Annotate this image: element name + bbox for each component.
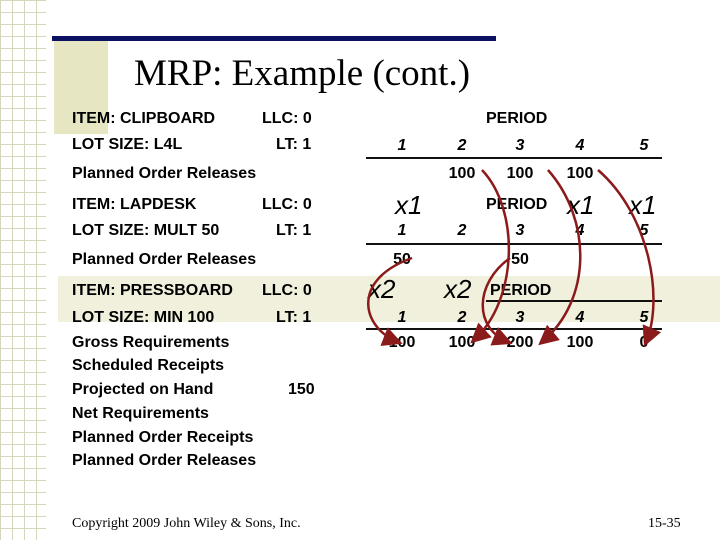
copyright-footer: Copyright 2009 John Wiley & Sons, Inc. [72, 516, 301, 531]
lapdesk-lot-label: LOT SIZE: MULT 50 [72, 222, 220, 239]
pressboard-header-rule [366, 328, 662, 330]
clipboard-lot-label: LOT SIZE: L4L [72, 136, 183, 153]
pressboard-lot-label: LOT SIZE: MIN 100 [72, 309, 215, 326]
clipboard-period-4: 4 [575, 137, 585, 154]
clipboard-lt-label: LT: 1 [276, 136, 312, 153]
clipboard-release-p3: 100 [506, 165, 534, 182]
pressboard-period-rule [486, 300, 662, 302]
gross-requirements-p2: 100 [448, 334, 476, 351]
clipboard-header-rule [366, 157, 662, 159]
lapdesk-item-label: ITEM: LAPDESK [72, 196, 197, 213]
clipboard-period-3: 3 [515, 137, 525, 154]
lapdesk-release-p3: 50 [511, 251, 529, 268]
arrow-clipboard-p4-to-gross-p5 [597, 169, 662, 347]
gross-requirements-p3: 200 [506, 334, 534, 351]
net-requirements-label: Net Requirements [72, 405, 209, 422]
arrow-lapdesk-p3-to-gross-p3 [481, 256, 513, 346]
page-number: 15-35 [648, 516, 681, 531]
pressboard-llc-label: LLC: 0 [262, 282, 312, 299]
clipboard-period-2: 2 [457, 137, 467, 154]
scheduled-receipts-label: Scheduled Receipts [72, 357, 225, 374]
lapdesk-llc-label: LLC: 0 [262, 196, 312, 213]
lapdesk-period-4: 4 [575, 222, 585, 239]
multiplier-pressboard-p2: x2 [444, 274, 472, 304]
lapdesk-period-1: 1 [397, 222, 407, 239]
background-grid [0, 0, 46, 540]
slide-title: MRP: Example (cont.) [134, 53, 471, 94]
clipboard-period-1: 1 [397, 137, 407, 154]
lapdesk-period-5: 5 [639, 222, 649, 239]
clipboard-release-p4: 100 [566, 165, 594, 182]
pressboard-period-4: 4 [575, 309, 585, 326]
pressboard-period-5: 5 [639, 309, 649, 326]
lapdesk-row-label: Planned Order Releases [72, 251, 257, 268]
clipboard-period-5: 5 [639, 137, 649, 154]
lapdesk-header-rule [366, 243, 662, 245]
clipboard-row-label: Planned Order Releases [72, 165, 257, 182]
pressboard-highlight-band [58, 276, 720, 322]
projected-on-hand-label: Projected on Hand [72, 381, 214, 398]
clipboard-release-p2: 100 [448, 165, 476, 182]
title-accent-box [54, 38, 108, 134]
arrow-clipboard-p3-to-gross-p4 [538, 169, 582, 346]
multiplier-lapdesk-p1: x1 [395, 190, 423, 220]
clipboard-period-label: PERIOD [486, 110, 548, 127]
lapdesk-period-2: 2 [457, 222, 467, 239]
projected-on-hand-initial: 150 [288, 381, 315, 398]
planned-order-receipts-label: Planned Order Receipts [72, 429, 254, 446]
pressboard-item-label: ITEM: PRESSBOARD [72, 282, 233, 299]
gross-requirements-label: Gross Requirements [72, 334, 230, 351]
pressboard-period-1: 1 [397, 309, 407, 326]
clipboard-item-label: ITEM: CLIPBOARD [72, 110, 216, 127]
title-bar [52, 36, 496, 41]
lapdesk-period-3: 3 [515, 222, 525, 239]
lapdesk-lt-label: LT: 1 [276, 222, 312, 239]
planned-order-releases-label: Planned Order Releases [72, 452, 257, 469]
clipboard-llc-label: LLC: 0 [262, 110, 312, 127]
arrow-lapdesk-p1-to-gross-p1 [367, 256, 413, 346]
multiplier-lapdesk-p4: x1 [567, 190, 595, 220]
pressboard-period-3: 3 [515, 309, 525, 326]
arrow-clipboard-p2-to-gross-p3 [470, 169, 511, 344]
gross-requirements-p4: 100 [566, 334, 594, 351]
pressboard-period-2: 2 [457, 309, 467, 326]
pressboard-lt-label: LT: 1 [276, 309, 312, 326]
